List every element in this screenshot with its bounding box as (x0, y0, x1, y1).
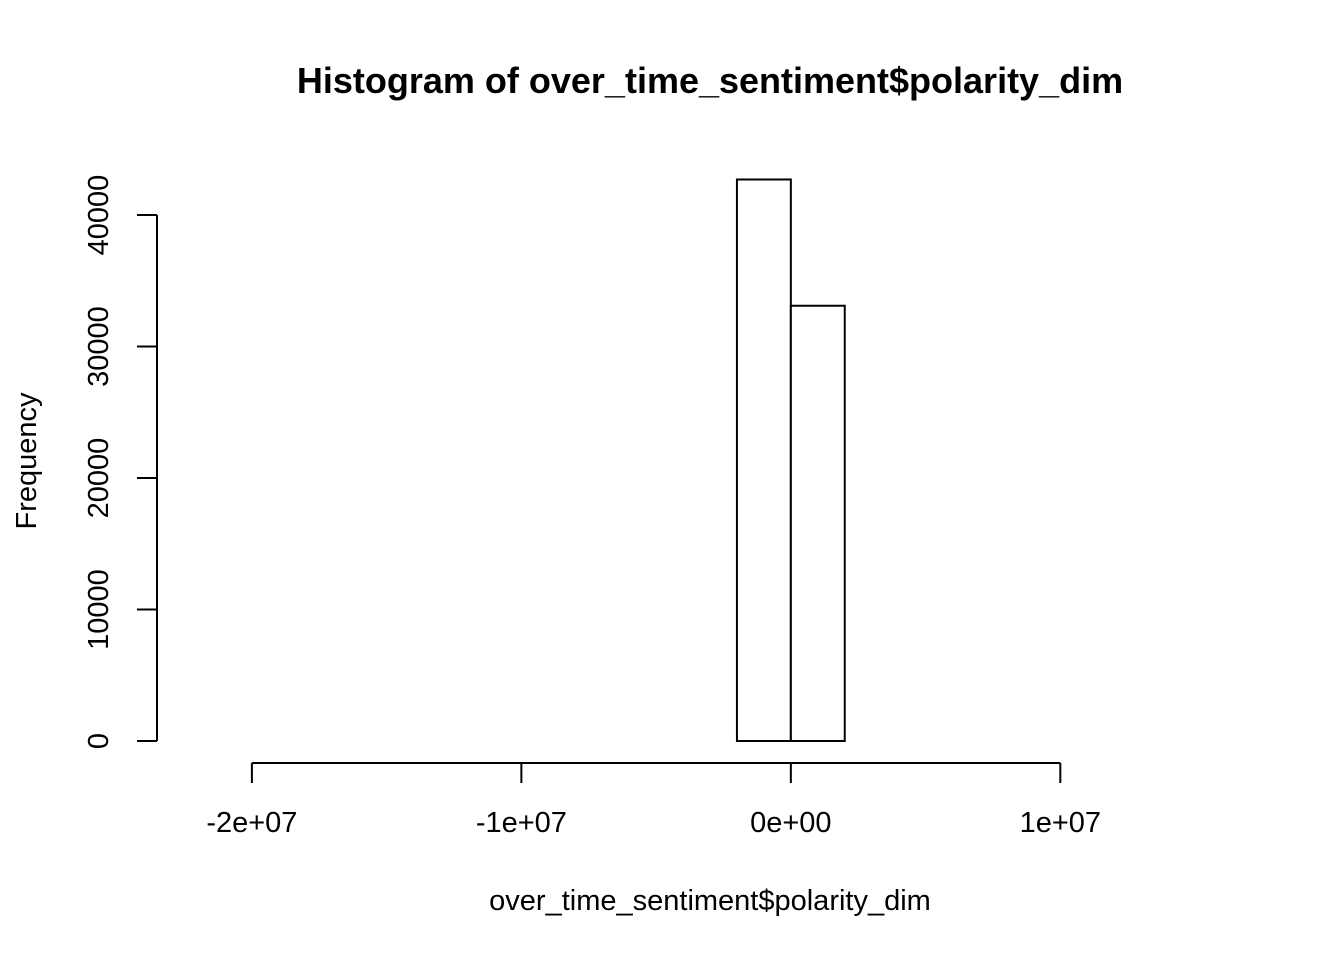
chart-title: Histogram of over_time_sentiment$polarit… (297, 60, 1123, 101)
y-tick-label-2: 20000 (83, 438, 115, 519)
bars-layer (735, 178, 846, 742)
x-tick-label-1: -1e+07 (476, 807, 567, 839)
y-tick-label-4: 40000 (83, 175, 115, 256)
x-tick-label-0: -2e+07 (206, 807, 297, 839)
y-axis-label: Frequency (11, 392, 43, 530)
x-tick-label-3: 1e+07 (1020, 807, 1101, 839)
x-tick-label-2: 0e+00 (750, 807, 831, 839)
x-axis-label: over_time_sentiment$polarity_dim (489, 885, 931, 917)
y-axis: 0 10000 20000 30000 40000 (83, 175, 158, 749)
histogram-bar-10 (735, 178, 792, 742)
histogram-bar-11 (789, 304, 846, 742)
x-axis: -2e+07 -1e+07 0e+00 1e+07 (206, 762, 1101, 839)
y-tick-label-3: 30000 (83, 306, 115, 387)
y-tick-label-0: 0 (83, 733, 115, 749)
y-tick-label-1: 10000 (83, 569, 115, 650)
